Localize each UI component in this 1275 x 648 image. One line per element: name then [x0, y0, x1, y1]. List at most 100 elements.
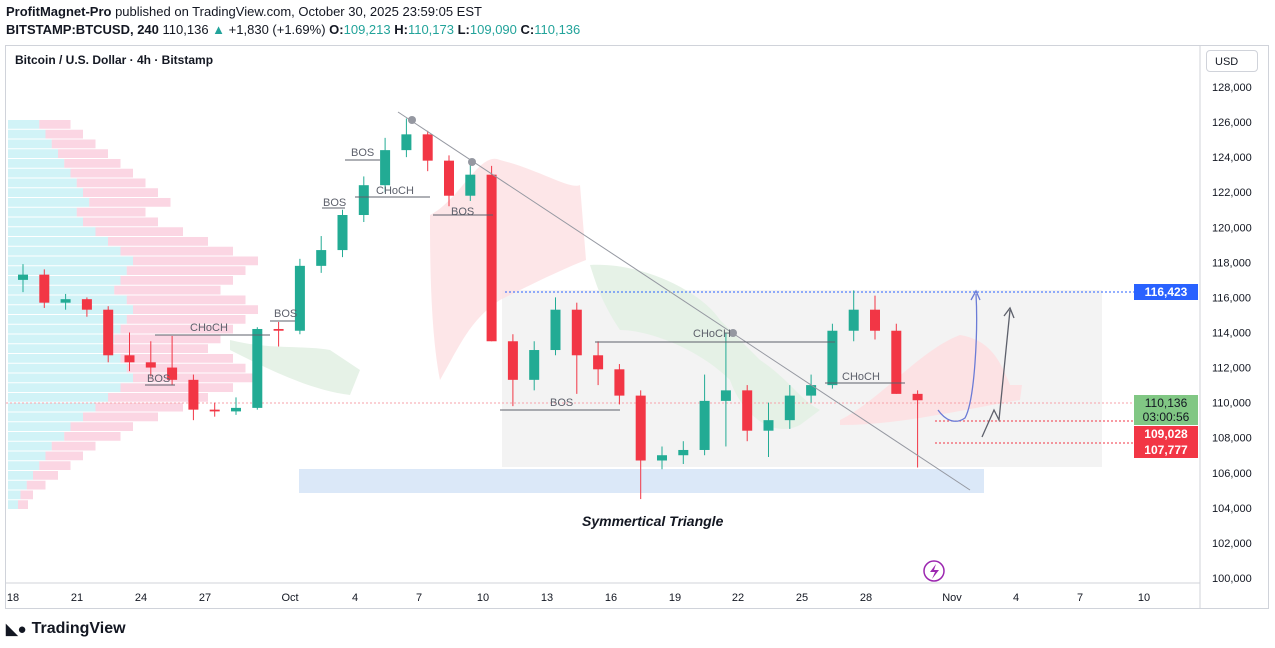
author-link[interactable]: ProfitMagnet-Pro [6, 4, 112, 19]
price-tick: 118,000 [1212, 257, 1251, 269]
choch-label: CHoCH [693, 328, 731, 340]
time-axis: 18 21 24 27 Oct 4 7 10 13 16 19 22 25 28 Nov 4 7 10 [7, 592, 1150, 604]
volume-profile-bar-up [8, 402, 96, 412]
time-tick: 28 [860, 592, 872, 604]
volume-profile-bar-down [51, 139, 96, 149]
candle-body [678, 449, 689, 456]
candle-body [294, 265, 305, 331]
price-tick: 110,000 [1212, 398, 1251, 410]
candle-body [912, 393, 923, 401]
volume-profile-bar-up [8, 198, 90, 207]
time-tick: 16 [605, 592, 617, 604]
candle-body [870, 309, 880, 331]
volume-profile-bar-down [108, 344, 208, 353]
volume-profile-bar-down [83, 412, 158, 422]
candle-body [720, 390, 731, 401]
chart-frame [5, 45, 1269, 609]
volume-profile-bar-down [64, 432, 121, 441]
close-value: 110,136 [534, 22, 581, 37]
arrow-up-icon [970, 289, 981, 301]
logo-text: TradingView [31, 620, 126, 637]
volume-profile-bar-down [108, 237, 208, 246]
volume-profile-bar-down [18, 500, 28, 509]
volume-profile-bar-up [8, 500, 18, 509]
volume-profile-bar-down [64, 159, 121, 168]
low-label: L: [457, 22, 470, 37]
lightning-icon[interactable] [923, 560, 945, 582]
volume-profile-bar-up [8, 344, 108, 353]
bos-label: BOS [351, 147, 374, 159]
candle-body [635, 395, 646, 461]
volume-profile-bar-up [8, 305, 133, 314]
volume-profile-bar-down [76, 178, 146, 188]
candle-body [337, 215, 348, 251]
publish-info: ProfitMagnet-Pro published on TradingVie… [6, 4, 482, 19]
volume-profile-bar-down [126, 315, 246, 324]
descending-trendline[interactable] [397, 111, 971, 491]
volume-profile [8, 120, 258, 509]
candle-body [614, 369, 625, 396]
bos-label: BOS [550, 397, 573, 409]
time-tick: 27 [199, 592, 211, 604]
volume-profile-bar-up [8, 217, 83, 227]
candle-body [465, 174, 476, 196]
candle-body [529, 350, 540, 380]
candle-body [422, 134, 433, 161]
candle-body [380, 150, 391, 186]
volume-profile-bar-up [8, 149, 58, 158]
time-tick: Nov [942, 592, 962, 604]
volume-profile-bar-up [8, 285, 115, 295]
candle-body [806, 385, 817, 396]
time-tick: 18 [7, 592, 19, 604]
volume-profile-bar-up [8, 315, 127, 324]
candle-body [742, 390, 753, 431]
currency-selector[interactable]: USD [1206, 50, 1258, 72]
candle-body [571, 309, 582, 356]
high-value: 110,173 [407, 22, 454, 37]
candle-body [231, 407, 241, 412]
volume-profile-bar-up [8, 393, 108, 402]
open-label: O: [329, 22, 344, 37]
candle-body [891, 330, 902, 394]
candle-body [827, 330, 838, 386]
ichimoku-cloud-bullish-2 [230, 340, 360, 395]
time-tick: 24 [135, 592, 147, 604]
volume-profile-bar-down [76, 207, 146, 217]
time-tick: 19 [669, 592, 681, 604]
price-tick: 126,000 [1212, 117, 1252, 129]
price-label-tag [1134, 442, 1198, 458]
volume-profile-bar-up [8, 139, 52, 149]
bos-label: BOS [451, 206, 474, 218]
ichimoku-cloud-future [840, 335, 1022, 425]
volume-profile-bar-down [83, 188, 158, 197]
volume-profile-bar-up [8, 256, 133, 266]
volume-profile-bar-down [70, 168, 133, 178]
volume-profile-bar-down [126, 266, 246, 275]
volume-profile-bar-up [8, 178, 77, 188]
volume-profile-bar-up [8, 227, 96, 236]
low-value: 109,090 [469, 22, 517, 37]
tradingview-logo-icon: ◣● [6, 621, 27, 638]
price-label-text: 116,423 [1145, 285, 1188, 299]
volume-profile-bar-up [8, 432, 65, 441]
candle-body [699, 400, 710, 450]
price-tick: 116,000 [1212, 292, 1251, 304]
volume-profile-bar-up [8, 334, 115, 344]
trendline-touch-point [729, 329, 737, 337]
time-tick: 7 [416, 592, 422, 604]
volume-profile-bar-down [133, 256, 258, 266]
price-label-tag [1134, 426, 1198, 442]
tradingview-logo[interactable]: ◣● TradingView [6, 620, 126, 638]
volume-profile-bar-up [8, 412, 83, 422]
candle-body [39, 274, 50, 303]
change: +1,830 (+1.69%) [228, 22, 326, 37]
candle-body [103, 309, 114, 356]
volume-profile-bar-down [120, 354, 233, 363]
ichimoku-cloud-bearish [430, 158, 586, 380]
time-tick: 22 [732, 592, 744, 604]
bos-label: BOS [323, 197, 346, 209]
price-label-tag [1134, 395, 1198, 425]
candle-body [507, 341, 518, 380]
volume-profile-bar-down [120, 383, 233, 392]
